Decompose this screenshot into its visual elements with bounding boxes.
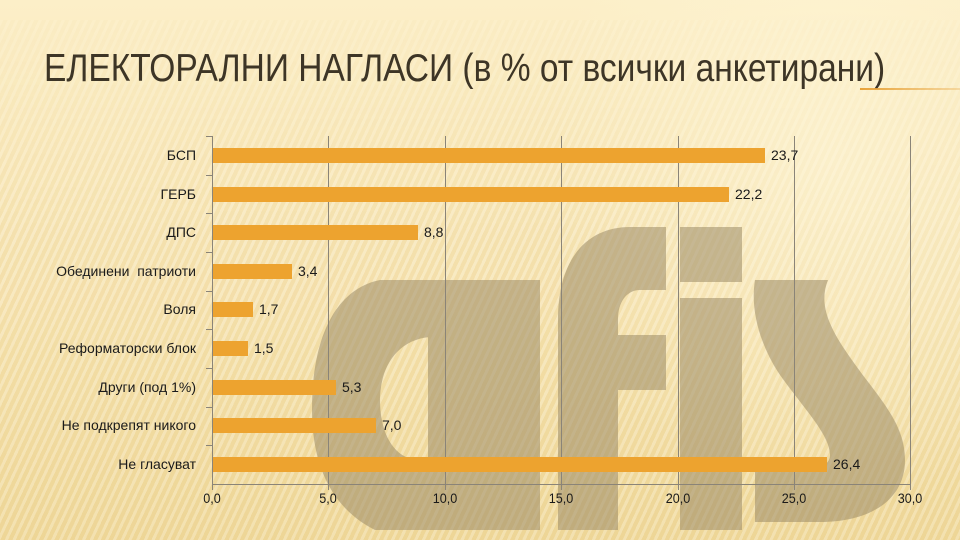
value-label: 1,7	[259, 301, 279, 317]
bar-volya	[213, 302, 253, 317]
y-tick	[206, 368, 212, 369]
y-tick	[206, 213, 212, 214]
bar-reformatorski-blok	[213, 341, 248, 356]
value-label: 8,8	[424, 224, 444, 240]
bar-drugi	[213, 380, 336, 395]
x-tick-label: 15,0	[548, 490, 574, 506]
x-tick-label: 30,0	[897, 490, 923, 506]
y-tick	[206, 445, 212, 446]
title-main: Електорални нагласи	[44, 47, 454, 90]
category-label: ГЕРБ	[160, 186, 196, 202]
x-tick	[445, 484, 446, 490]
bar-ne-glasuvat	[213, 457, 827, 472]
value-label: 5,3	[342, 379, 362, 395]
bar-ne-podkrepyat	[213, 418, 376, 433]
category-label: Други (под 1%)	[98, 379, 196, 395]
bar-gerb	[213, 187, 729, 202]
value-label: 3,4	[298, 263, 318, 279]
y-tick	[206, 175, 212, 176]
x-tick-label: 20,0	[665, 490, 691, 506]
value-label: 1,5	[254, 340, 274, 356]
x-tick-label: 0,0	[203, 490, 221, 506]
category-label: Реформаторски блок	[59, 340, 196, 356]
x-tick	[561, 484, 562, 490]
bar-obedineni-patrioti	[213, 264, 292, 279]
bar-bsp	[213, 148, 765, 163]
x-tick	[328, 484, 329, 490]
slide-title: Електорални нагласи (в % от всички анкет…	[44, 47, 885, 91]
y-tick	[206, 136, 212, 137]
y-tick	[206, 407, 212, 408]
y-axis	[212, 136, 213, 484]
gridline	[794, 136, 795, 484]
title-subtitle: (в % от всички анкетирани)	[453, 47, 886, 90]
x-tick-label: 10,0	[432, 490, 458, 506]
category-label: Обединени патриоти	[56, 263, 196, 279]
y-tick	[206, 329, 212, 330]
gridline	[561, 136, 562, 484]
value-label: 26,4	[833, 456, 861, 472]
title-accent-line	[860, 88, 960, 90]
x-tick	[910, 484, 911, 490]
bar-dps	[213, 225, 418, 240]
value-label: 7,0	[382, 417, 402, 433]
category-label: Не подкрепят никого	[61, 417, 196, 433]
gridline	[910, 136, 911, 484]
gridline	[678, 136, 679, 484]
category-label: Не гласуват	[118, 456, 196, 472]
value-label: 22,2	[735, 186, 763, 202]
gridline	[445, 136, 446, 484]
category-label: Воля	[163, 301, 196, 317]
x-tick	[794, 484, 795, 490]
y-tick	[206, 291, 212, 292]
category-label: ДПС	[166, 224, 196, 240]
x-tick	[212, 484, 213, 490]
chart-plot-area: 23,7 22,2 8,8 3,4 1,7 1,5 5,3 7,0 26,4	[206, 136, 911, 490]
y-tick	[206, 252, 212, 253]
category-label: БСП	[166, 147, 196, 163]
value-label: 23,7	[771, 147, 799, 163]
gridline	[328, 136, 329, 484]
x-tick-label: 5,0	[319, 490, 337, 506]
x-tick-label: 25,0	[781, 490, 807, 506]
x-tick	[678, 484, 679, 490]
